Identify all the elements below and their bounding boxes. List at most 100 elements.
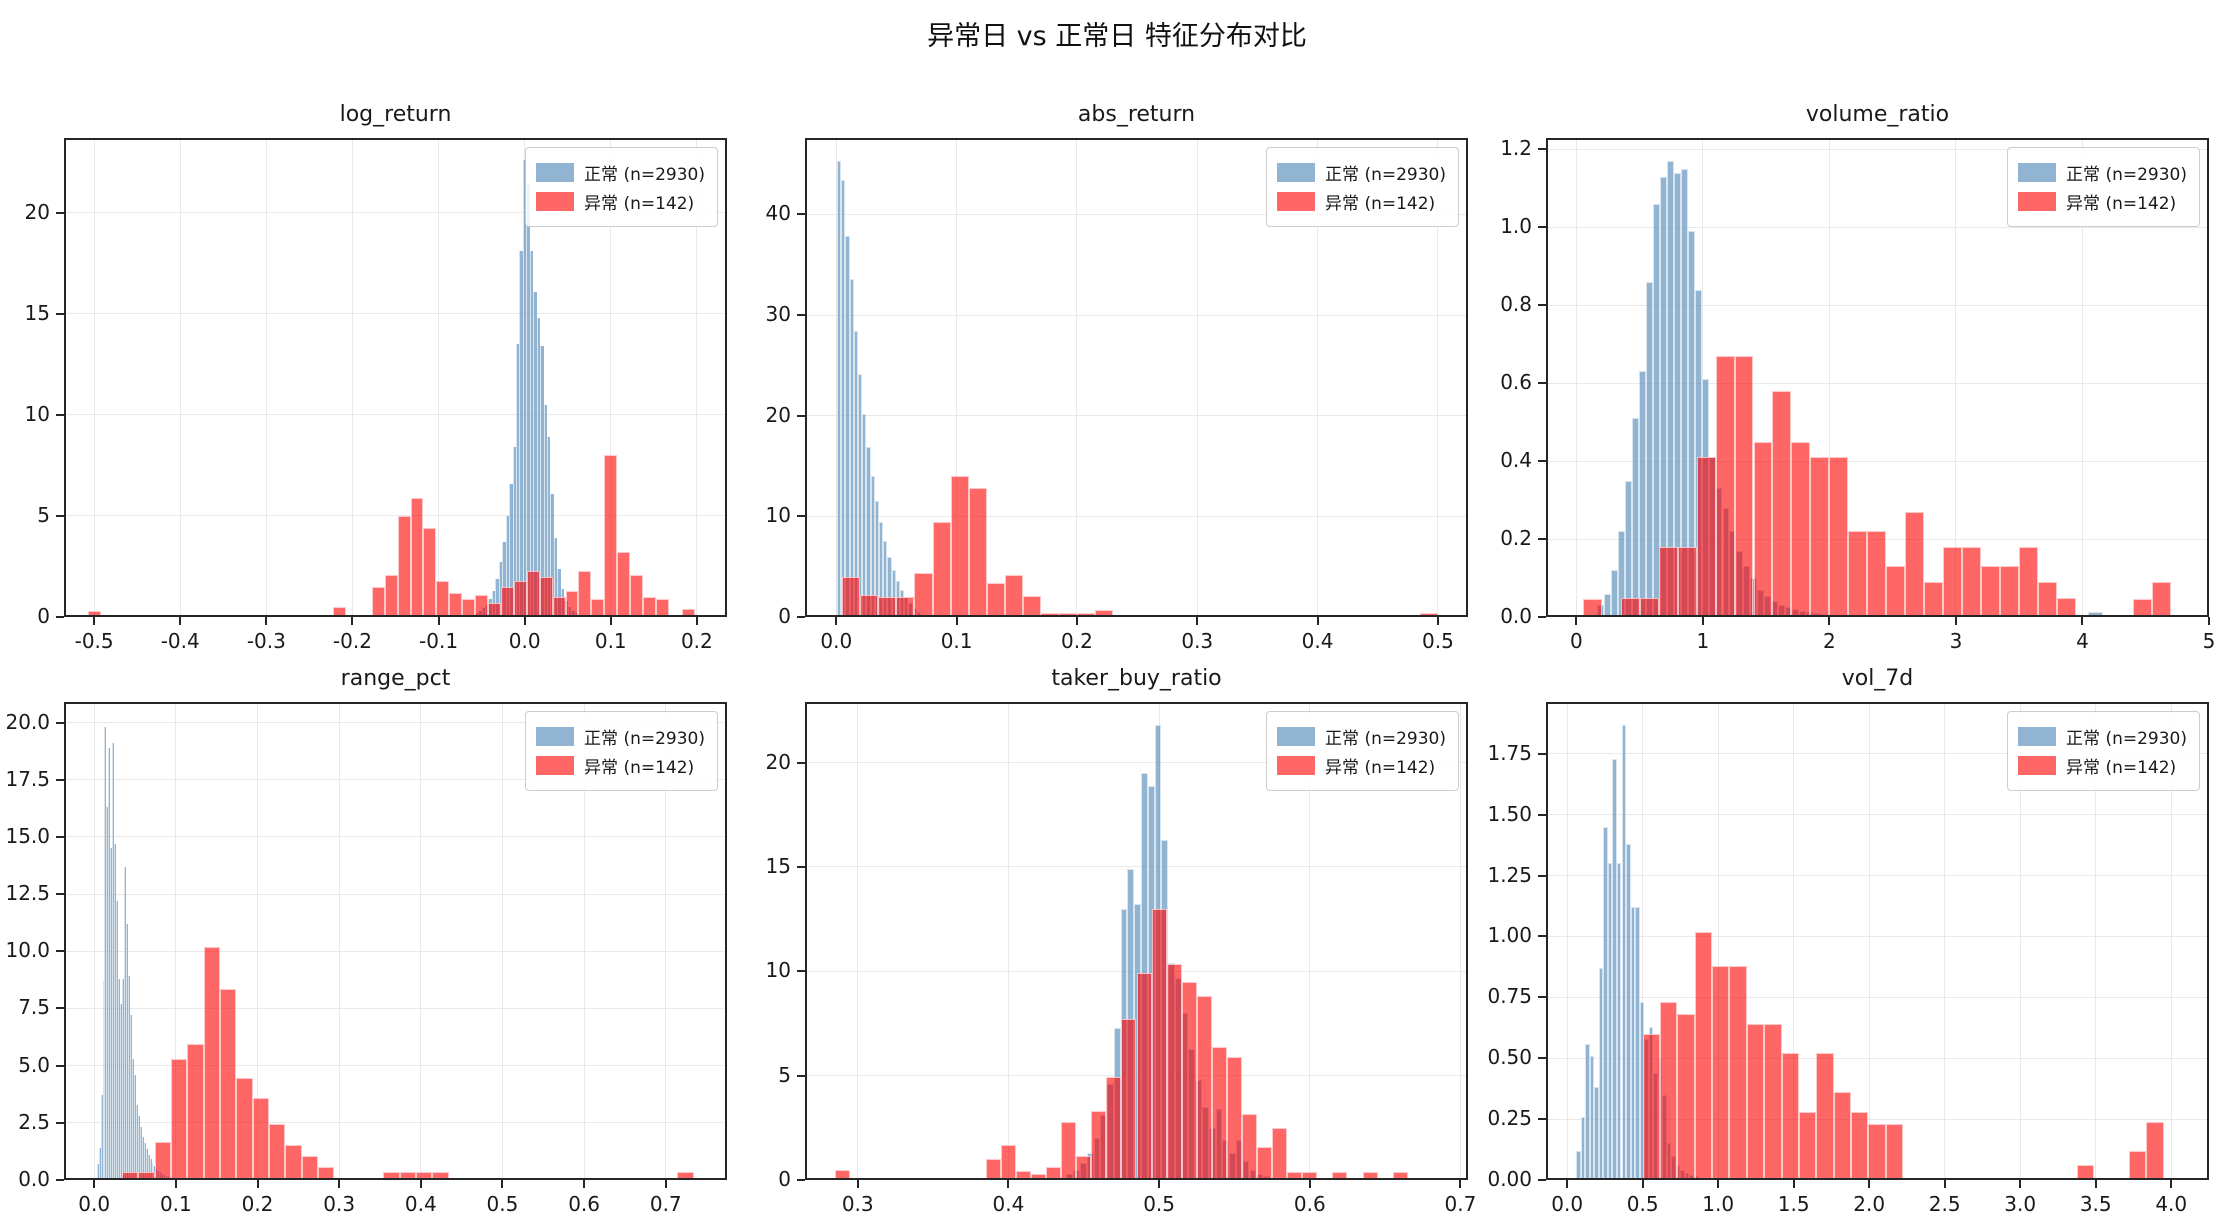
x-tick-label: 3.5 bbox=[2079, 1192, 2112, 1216]
normal-hist-bar bbox=[1632, 418, 1639, 617]
y-gridline bbox=[1546, 226, 2209, 228]
abnormal-hist-bar bbox=[1094, 609, 1114, 617]
x-tick-label: 1.5 bbox=[1777, 1192, 1810, 1216]
abnormal-hist-bar bbox=[968, 488, 987, 617]
normal-hist-bar bbox=[133, 1074, 136, 1180]
y-tick-mark bbox=[56, 211, 64, 214]
normal-hist-bar bbox=[110, 848, 113, 1180]
normal-hist-bar bbox=[857, 374, 863, 617]
legend-row-abnormal: 异常 (n=142) bbox=[536, 189, 705, 214]
x-tick-label: 0.5 bbox=[1422, 629, 1454, 653]
normal-hist-bar bbox=[122, 978, 125, 1180]
normal-hist-bar bbox=[145, 1149, 148, 1180]
y-tick-mark bbox=[1538, 226, 1546, 229]
abnormal-hist-bar bbox=[1061, 1121, 1077, 1180]
subplot-title-range_pct: range_pct bbox=[340, 666, 451, 691]
x-gridline bbox=[1007, 702, 1009, 1180]
subplot-range_pct: 正常 (n=2930) 异常 (n=142) bbox=[64, 702, 727, 1180]
x-gridline bbox=[1575, 138, 1577, 617]
legend-label-normal: 正常 (n=2930) bbox=[584, 165, 705, 185]
x-tick-label: -0.1 bbox=[419, 629, 459, 653]
x-tick-label: 3.0 bbox=[2004, 1192, 2037, 1216]
y-tick-label: 2.5 bbox=[18, 1109, 50, 1134]
x-gridline bbox=[420, 702, 422, 1180]
abnormal-hist-bar bbox=[1058, 612, 1077, 617]
normal-hist-bar bbox=[1635, 907, 1640, 1180]
x-tick-label: 1 bbox=[1696, 629, 1710, 653]
y-tick-mark bbox=[1538, 752, 1546, 755]
abnormal-hist-bar bbox=[1885, 1124, 1904, 1180]
x-tick-mark bbox=[1158, 1180, 1161, 1188]
legend-row-abnormal: 异常 (n=142) bbox=[1277, 753, 1446, 778]
y-tick-label: 0.50 bbox=[1487, 1045, 1532, 1070]
abnormal-hist-bar bbox=[604, 455, 618, 617]
legend: 正常 (n=2930) 异常 (n=142) bbox=[2007, 147, 2200, 227]
abnormal-hist-bar bbox=[1677, 1014, 1695, 1180]
abnormal-hist-bar bbox=[1272, 1127, 1288, 1180]
abnormal-hist-bar bbox=[1868, 1124, 1886, 1180]
abnormal-hist-bar bbox=[552, 596, 566, 617]
abnormal-hist-bar bbox=[1694, 931, 1713, 1180]
y-tick-label: 0.00 bbox=[1487, 1167, 1532, 1191]
normal-hist-bar bbox=[836, 161, 842, 617]
legend-label-abnormal: 异常 (n=142) bbox=[1325, 194, 1436, 214]
x-gridline bbox=[1566, 702, 1568, 1180]
abnormal-hist-bar bbox=[1962, 546, 1982, 617]
y-tick-mark bbox=[797, 414, 805, 417]
x-tick-label: 0.0 bbox=[820, 629, 853, 653]
legend-row-normal: 正常 (n=2930) bbox=[2018, 724, 2187, 749]
normal-hist-bar bbox=[149, 1159, 152, 1180]
y-tick-mark bbox=[797, 970, 805, 973]
abnormal-hist-bar bbox=[1829, 457, 1849, 617]
abnormal-hist-bar bbox=[2152, 581, 2172, 617]
x-tick-mark bbox=[856, 1180, 859, 1188]
y-tick-label: 1.50 bbox=[1487, 801, 1532, 826]
normal-hist-bar bbox=[887, 556, 892, 617]
normal-hist-bar bbox=[1589, 1055, 1595, 1180]
x-gridline bbox=[338, 702, 340, 1180]
x-tick-mark bbox=[265, 617, 268, 625]
y-tick-label: 7.5 bbox=[18, 995, 50, 1020]
x-tick-mark bbox=[174, 1180, 177, 1188]
y-tick-mark bbox=[1538, 616, 1546, 618]
y-tick-mark bbox=[797, 865, 805, 868]
x-gridline bbox=[2019, 702, 2021, 1180]
x-tick-label: 0.7 bbox=[1444, 1192, 1477, 1216]
abnormal-hist-bar bbox=[932, 522, 951, 617]
abnormal-hist-bar bbox=[1791, 441, 1811, 617]
subplot-title-taker_buy_ratio: taker_buy_ratio bbox=[1051, 666, 1222, 691]
x-tick-label: 2 bbox=[1823, 629, 1836, 653]
x-tick-mark bbox=[437, 617, 440, 625]
abnormal-hist-bar bbox=[1753, 441, 1773, 617]
normal-hist-bar bbox=[519, 251, 523, 617]
y-tick-label: 12.5 bbox=[5, 881, 50, 906]
legend-swatch-normal bbox=[2018, 727, 2057, 746]
x-tick-mark bbox=[256, 1180, 259, 1188]
abnormal-hist-bar bbox=[1810, 457, 1830, 617]
y-tick-mark bbox=[1538, 460, 1546, 463]
legend-row-abnormal: 异常 (n=142) bbox=[1277, 189, 1446, 214]
y-tick-mark bbox=[56, 1007, 64, 1010]
abnormal-hist-bar bbox=[333, 606, 346, 617]
y-tick-mark bbox=[797, 1074, 805, 1077]
y-tick-label: 15.0 bbox=[5, 823, 50, 848]
abnormal-hist-bar bbox=[1046, 1167, 1062, 1180]
x-tick-label: 0.1 bbox=[594, 629, 627, 653]
y-gridline bbox=[64, 313, 727, 315]
abnormal-hist-bar bbox=[397, 515, 411, 617]
normal-hist-bar bbox=[151, 1162, 154, 1180]
normal-hist-bar bbox=[98, 1147, 101, 1180]
abnormal-hist-bar bbox=[1241, 1114, 1258, 1180]
abnormal-hist-bar bbox=[1362, 1171, 1378, 1180]
y-tick-label: 10 bbox=[765, 503, 791, 528]
abnormal-hist-bar bbox=[1419, 612, 1438, 617]
y-tick-label: 40 bbox=[765, 201, 791, 226]
normal-hist-bar bbox=[498, 562, 503, 617]
y-tick-label: 5 bbox=[778, 1062, 791, 1087]
normal-hist-bar bbox=[540, 346, 544, 617]
x-gridline bbox=[1437, 138, 1439, 617]
normal-hist-bar bbox=[129, 1015, 132, 1180]
y-tick-mark bbox=[1538, 538, 1546, 541]
y-gridline bbox=[1546, 148, 2209, 150]
